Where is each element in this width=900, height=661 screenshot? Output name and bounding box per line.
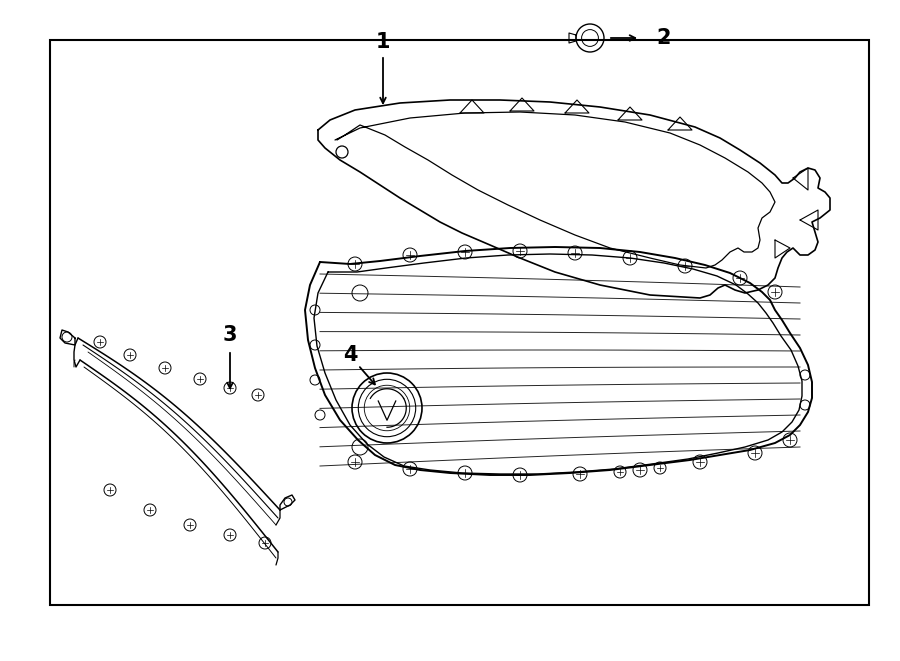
Text: 3: 3 — [223, 325, 238, 345]
Bar — [50, 40, 868, 605]
Text: 1: 1 — [376, 32, 391, 52]
Text: 2: 2 — [656, 28, 670, 48]
Text: 4: 4 — [343, 345, 357, 365]
